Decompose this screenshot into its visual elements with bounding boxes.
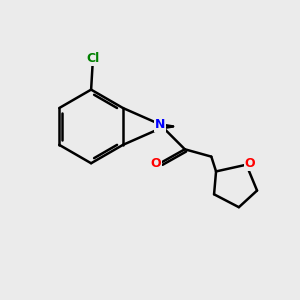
Text: N: N — [154, 118, 165, 131]
Text: O: O — [244, 157, 255, 170]
Text: Cl: Cl — [86, 52, 99, 65]
Text: O: O — [151, 158, 161, 170]
